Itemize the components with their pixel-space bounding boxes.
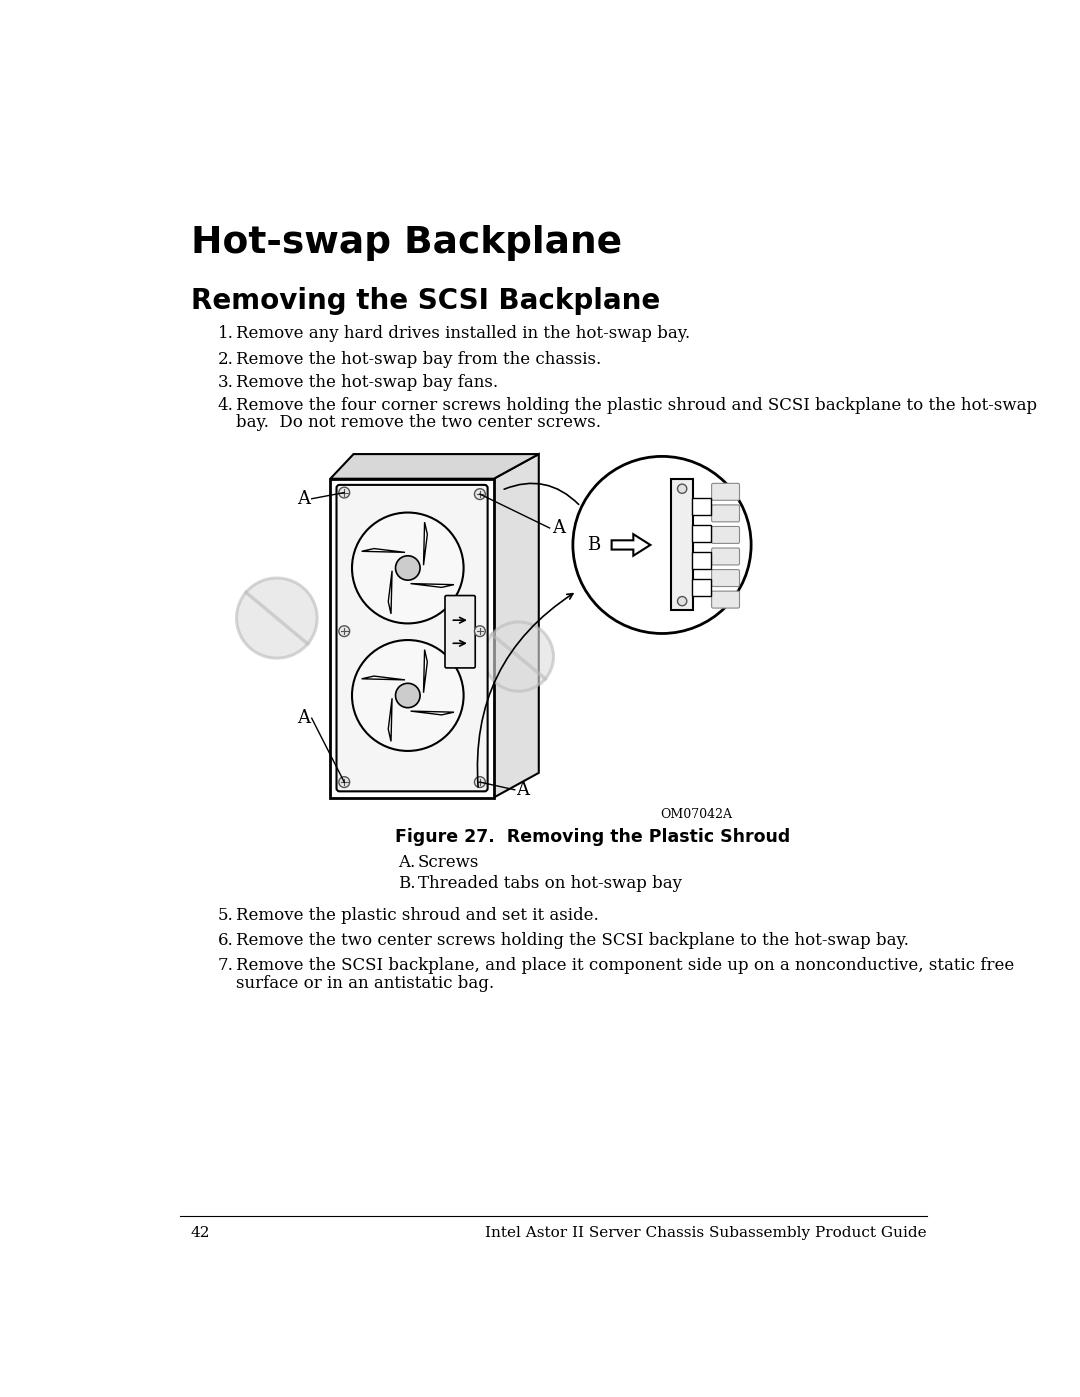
Text: Remove the hot-swap bay from the chassis.: Remove the hot-swap bay from the chassis… — [235, 351, 600, 367]
Text: 7.: 7. — [218, 957, 233, 974]
Text: A: A — [297, 490, 310, 507]
FancyBboxPatch shape — [712, 527, 740, 543]
Text: B: B — [586, 536, 600, 555]
Text: 4.: 4. — [218, 397, 233, 414]
Text: Figure 27.  Removing the Plastic Shroud: Figure 27. Removing the Plastic Shroud — [394, 828, 789, 847]
Text: Threaded tabs on hot-swap bay: Threaded tabs on hot-swap bay — [418, 875, 681, 891]
Polygon shape — [410, 584, 454, 587]
FancyBboxPatch shape — [712, 504, 740, 522]
FancyBboxPatch shape — [672, 479, 693, 610]
Text: Hot-swap Backplane: Hot-swap Backplane — [191, 225, 622, 261]
Circle shape — [677, 597, 687, 606]
Polygon shape — [362, 549, 405, 552]
Polygon shape — [410, 711, 454, 715]
Text: B.: B. — [399, 875, 416, 891]
FancyBboxPatch shape — [712, 483, 740, 500]
Circle shape — [484, 622, 554, 692]
Text: bay.  Do not remove the two center screws.: bay. Do not remove the two center screws… — [235, 414, 600, 432]
Circle shape — [572, 457, 751, 633]
Circle shape — [395, 556, 420, 580]
Text: A: A — [516, 781, 529, 799]
FancyBboxPatch shape — [712, 570, 740, 587]
Polygon shape — [423, 522, 428, 566]
Circle shape — [474, 489, 485, 500]
Polygon shape — [389, 571, 392, 613]
Circle shape — [677, 485, 687, 493]
Text: 2.: 2. — [218, 351, 233, 367]
Circle shape — [474, 777, 485, 788]
Text: 1.: 1. — [218, 326, 233, 342]
Circle shape — [339, 777, 350, 788]
Text: 3.: 3. — [218, 374, 233, 391]
FancyBboxPatch shape — [692, 578, 711, 595]
FancyBboxPatch shape — [712, 548, 740, 564]
Text: Remove any hard drives installed in the hot-swap bay.: Remove any hard drives installed in the … — [235, 326, 690, 342]
Circle shape — [352, 513, 463, 623]
Polygon shape — [611, 534, 650, 556]
FancyBboxPatch shape — [692, 552, 711, 569]
Text: 42: 42 — [191, 1225, 211, 1239]
Circle shape — [237, 578, 318, 658]
Text: Remove the two center screws holding the SCSI backplane to the hot-swap bay.: Remove the two center screws holding the… — [235, 932, 908, 949]
Text: A: A — [297, 710, 310, 728]
Polygon shape — [389, 698, 392, 742]
Polygon shape — [330, 454, 539, 479]
Polygon shape — [362, 676, 405, 680]
Text: Remove the hot-swap bay fans.: Remove the hot-swap bay fans. — [235, 374, 498, 391]
Text: Remove the four corner screws holding the plastic shroud and SCSI backplane to t: Remove the four corner screws holding th… — [235, 397, 1037, 414]
Text: Screws: Screws — [418, 855, 480, 872]
Text: 6.: 6. — [218, 932, 233, 949]
FancyBboxPatch shape — [330, 479, 494, 798]
FancyBboxPatch shape — [692, 525, 711, 542]
Circle shape — [395, 683, 420, 708]
FancyBboxPatch shape — [445, 595, 475, 668]
Polygon shape — [494, 454, 539, 798]
Text: 5.: 5. — [218, 907, 233, 923]
FancyBboxPatch shape — [692, 497, 711, 515]
Circle shape — [339, 626, 350, 637]
Text: Removing the SCSI Backplane: Removing the SCSI Backplane — [191, 286, 660, 314]
FancyBboxPatch shape — [337, 485, 488, 791]
FancyBboxPatch shape — [712, 591, 740, 608]
Text: A.: A. — [399, 855, 416, 872]
Text: surface or in an antistatic bag.: surface or in an antistatic bag. — [235, 975, 494, 992]
Circle shape — [352, 640, 463, 752]
Circle shape — [339, 488, 350, 497]
Text: A: A — [552, 520, 565, 536]
Text: OM07042A: OM07042A — [661, 809, 732, 821]
Polygon shape — [423, 650, 428, 693]
Circle shape — [474, 626, 485, 637]
Text: Remove the SCSI backplane, and place it component side up on a nonconductive, st: Remove the SCSI backplane, and place it … — [235, 957, 1014, 974]
Text: Remove the plastic shroud and set it aside.: Remove the plastic shroud and set it asi… — [235, 907, 598, 923]
Text: Intel Astor II Server Chassis Subassembly Product Guide: Intel Astor II Server Chassis Subassembl… — [485, 1225, 927, 1239]
